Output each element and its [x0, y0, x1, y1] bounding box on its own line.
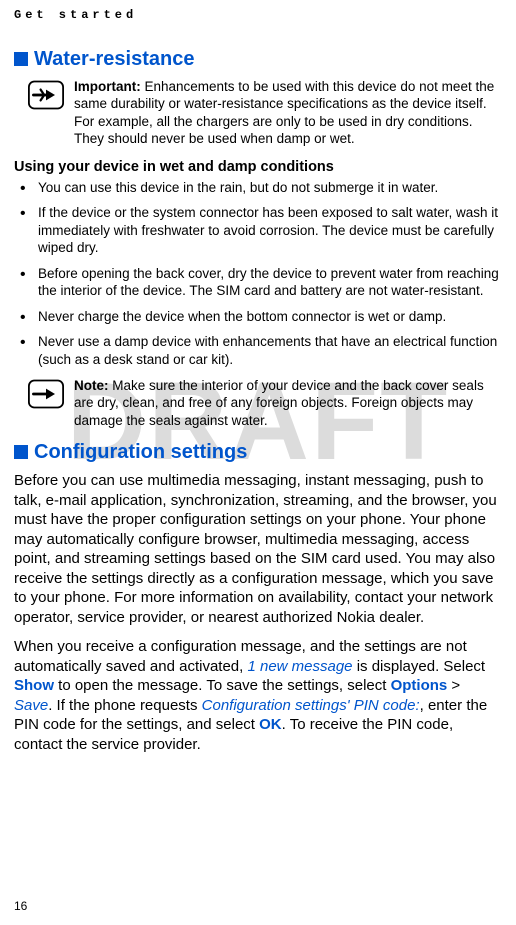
note-icon: [28, 379, 64, 409]
new-message-text: 1 new message: [247, 658, 352, 675]
pin-code-prompt: Configuration settings' PIN code:: [202, 697, 420, 714]
bullet-list: You can use this device in the rain, but…: [14, 179, 502, 369]
config-para-1: Before you can use multimedia messaging,…: [14, 471, 502, 627]
note-text: Note: Make sure the interior of your dev…: [74, 377, 502, 430]
config-para-2: When you receive a configuration message…: [14, 637, 502, 754]
show-action: Show: [14, 677, 54, 694]
ok-action: OK: [259, 716, 282, 733]
section-marker-icon: [14, 445, 28, 459]
important-icon: [28, 80, 64, 110]
note-body: Make sure the interior of your device an…: [74, 378, 484, 428]
save-action: Save: [14, 697, 48, 714]
note-block: Note: Make sure the interior of your dev…: [28, 377, 502, 430]
important-block: Important: Enhancements to be used with …: [28, 78, 502, 148]
section-title-text: Water-resistance: [34, 46, 194, 72]
list-item: You can use this device in the rain, but…: [14, 179, 502, 197]
section-marker-icon: [14, 52, 28, 66]
text-fragment: . If the phone requests: [48, 697, 201, 714]
running-head: Get started: [14, 8, 502, 24]
page-number: 16: [14, 899, 27, 915]
sub-heading-wet-damp: Using your device in wet and damp condit…: [14, 158, 502, 177]
list-item: Before opening the back cover, dry the d…: [14, 265, 502, 300]
options-action: Options: [391, 677, 448, 694]
section-water-resistance-title: Water-resistance: [14, 46, 502, 72]
list-item: If the device or the system connector ha…: [14, 204, 502, 257]
text-fragment: is displayed. Select: [353, 658, 486, 675]
text-fragment: to open the message. To save the setting…: [54, 677, 391, 694]
list-item: Never use a damp device with enhancement…: [14, 333, 502, 368]
text-fragment: >: [447, 677, 460, 694]
important-text: Important: Enhancements to be used with …: [74, 78, 502, 148]
note-label: Note:: [74, 378, 109, 393]
section-config-title: Configuration settings: [14, 439, 502, 465]
list-item: Never charge the device when the bottom …: [14, 308, 502, 326]
section-title-text: Configuration settings: [34, 439, 247, 465]
important-label: Important:: [74, 79, 141, 94]
